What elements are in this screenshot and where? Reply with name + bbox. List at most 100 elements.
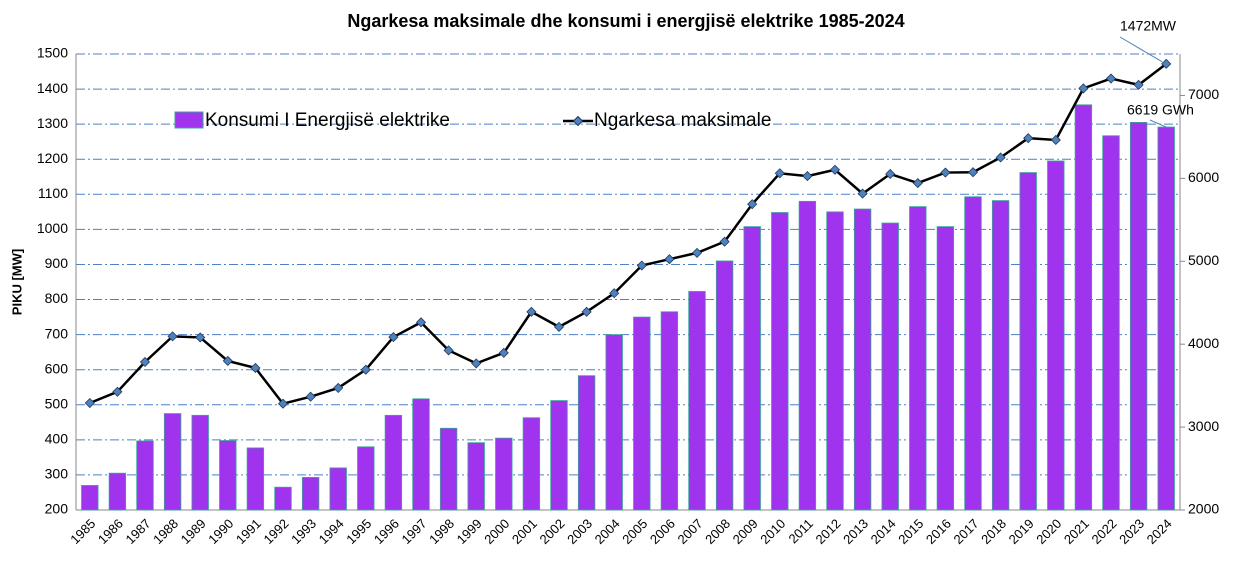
y-tick-label: 700 (45, 325, 69, 341)
x-tick-label: 1998 (426, 516, 457, 547)
x-tick-label: 1986 (95, 516, 126, 547)
bar (329, 467, 347, 511)
bar (357, 446, 375, 511)
y-tick-label: 200 (45, 501, 69, 517)
x-tick-label: 2015 (895, 516, 926, 547)
x-tick-label: 2007 (674, 516, 705, 547)
x-tick-label: 2017 (950, 516, 981, 547)
bar (1047, 160, 1065, 511)
bar (853, 208, 872, 511)
x-tick-label: 2018 (978, 516, 1009, 547)
x-tick-label: 2005 (619, 516, 650, 547)
bar (743, 226, 761, 511)
x-tick-label: 2013 (840, 516, 871, 547)
y-tick-label: 1500 (37, 45, 68, 61)
legend: Konsumi I Energjisë elektrike Ngarkesa ma… (174, 110, 771, 131)
marker (857, 188, 868, 199)
bar (1157, 126, 1175, 511)
marker (967, 167, 979, 178)
chart-title: Ngarkesa maksimale dhe konsumi i energji… (347, 11, 904, 31)
marker (195, 332, 206, 343)
y-tick-label: 1200 (37, 150, 68, 166)
y-tick-label: 900 (45, 255, 69, 271)
bar (633, 316, 651, 511)
x-tick-label: 2014 (868, 516, 899, 547)
marker (1161, 58, 1172, 69)
x-tick-label: 1990 (205, 516, 236, 547)
marker (802, 171, 813, 182)
x-tick-label: 2000 (481, 516, 512, 547)
x-tick-label: 2003 (564, 516, 595, 547)
y2-tick-label: 4000 (1188, 335, 1219, 351)
bar (964, 196, 982, 511)
bar (577, 375, 596, 511)
x-tick-label: 1992 (260, 516, 291, 547)
marker (167, 331, 178, 342)
marker (333, 382, 344, 393)
y-axis-label: PIKU [MW] (9, 249, 24, 315)
bar (660, 311, 679, 511)
y-tick-label: 1400 (37, 80, 68, 96)
bar (550, 400, 568, 511)
x-tick-label: 1996 (371, 516, 402, 547)
marker (139, 356, 151, 368)
bar (412, 398, 430, 511)
marker (1078, 83, 1089, 94)
legend-label: Konsumi I Energjisë elektrike (205, 110, 450, 131)
marker (747, 199, 758, 210)
bar (163, 413, 182, 511)
x-tick-label: 1987 (122, 516, 153, 547)
bar (936, 226, 955, 511)
x-tick-label: 2024 (1144, 516, 1175, 547)
marker (940, 167, 951, 178)
x-tick-label: 2001 (509, 516, 540, 547)
bar (81, 485, 99, 511)
bar (384, 414, 403, 511)
x-tick-label: 1988 (150, 516, 181, 547)
bar (688, 291, 706, 511)
line (89, 62, 1167, 406)
bar (1019, 172, 1037, 511)
marker (84, 397, 95, 409)
marker (774, 168, 785, 179)
annotation-leader (1149, 119, 1167, 128)
bar (1102, 135, 1120, 511)
marker (1023, 133, 1034, 144)
marker (1105, 73, 1117, 84)
y-tick-label: 300 (45, 466, 69, 482)
bar (715, 260, 734, 511)
annotation: 6619 GWh (1127, 102, 1194, 118)
marker (691, 247, 703, 258)
marker (995, 152, 1006, 163)
bar (1074, 104, 1093, 511)
marker (415, 317, 427, 328)
bar (798, 200, 817, 511)
marker (553, 321, 565, 332)
marker (112, 386, 123, 397)
marker (912, 178, 923, 189)
y-tick-label: 600 (45, 360, 69, 376)
bar (881, 222, 899, 511)
y-tick-label: 1100 (38, 185, 68, 201)
x-tick-label: 2009 (730, 516, 761, 547)
x-tick-label: 2011 (786, 516, 816, 546)
marker (471, 358, 482, 369)
y2-tick-label: 7000 (1188, 86, 1219, 102)
bar (108, 472, 127, 511)
bar (771, 212, 789, 511)
x-tick-label: 2006 (647, 516, 678, 547)
bar (136, 440, 154, 511)
y2-tick-label: 3000 (1188, 418, 1219, 434)
marker (305, 391, 316, 402)
bar (605, 334, 623, 511)
x-tick-label: 1999 (454, 516, 485, 547)
marker (719, 236, 730, 247)
x-tick-label: 2021 (1061, 516, 1092, 547)
bar (909, 206, 927, 511)
marker (1133, 79, 1144, 90)
bar (467, 442, 485, 511)
y-tick-label: 400 (45, 431, 69, 447)
marker (250, 362, 261, 374)
bar (191, 414, 209, 511)
